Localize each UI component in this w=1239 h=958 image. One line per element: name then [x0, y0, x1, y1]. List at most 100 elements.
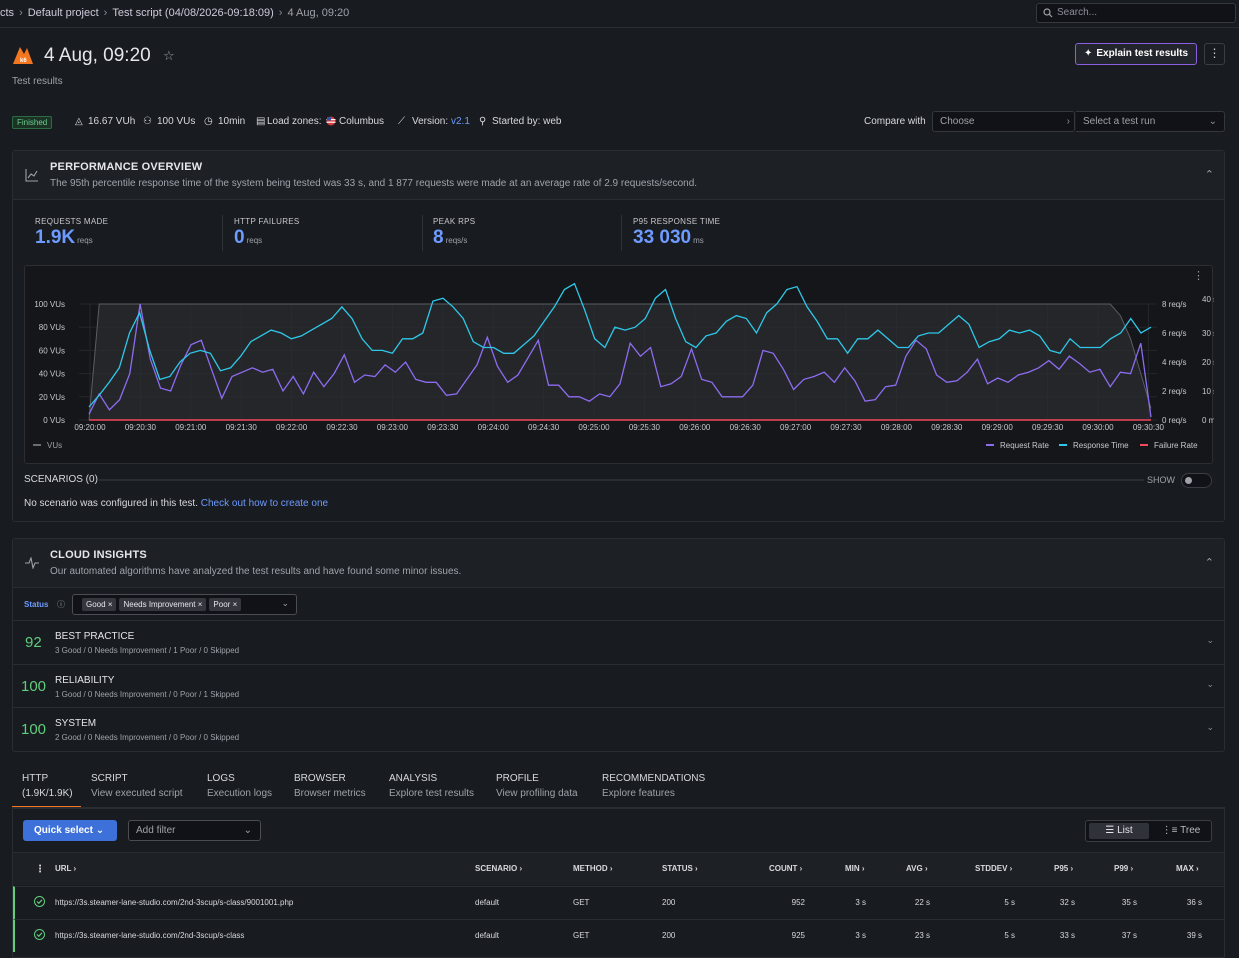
- quick-select-button[interactable]: Quick select ⌄: [23, 820, 117, 841]
- page-title: 4 Aug, 09:20: [44, 45, 151, 66]
- tab-browser[interactable]: BROWSER Browser metrics: [294, 773, 366, 799]
- status-filter-select[interactable]: Good × Needs Improvement × Poor × ⌄: [72, 594, 297, 615]
- column-menu-icon[interactable]: ⋮: [35, 864, 45, 875]
- tab-analysis[interactable]: ANALYSIS Explore test results: [389, 773, 474, 799]
- star-icon[interactable]: ☆: [163, 48, 175, 63]
- cell-scenario: default: [475, 931, 500, 940]
- x-tick-label: 09:25:30: [629, 423, 661, 432]
- cell-min: 3 s: [855, 931, 866, 940]
- stat-unit: reqs/s: [445, 236, 468, 245]
- insight-score: 92: [25, 634, 42, 651]
- chart-menu-icon[interactable]: ⋮: [1193, 270, 1204, 282]
- table-row[interactable]: [13, 919, 1224, 952]
- tab-profile[interactable]: PROFILE View profiling data: [496, 773, 578, 799]
- compare-choose-select[interactable]: Choose ›: [932, 111, 1075, 132]
- column-label: P95: [1054, 864, 1069, 873]
- create-scenario-link[interactable]: Check out how to create one: [200, 498, 329, 509]
- tree-label: Tree: [1180, 825, 1201, 836]
- column-p95[interactable]: P95 ›: [1054, 864, 1074, 873]
- stat-unit: reqs: [246, 236, 263, 245]
- close-icon[interactable]: ×: [232, 600, 238, 609]
- insights-header[interactable]: CLOUD INSIGHTS Our automated algorithms …: [13, 539, 1224, 588]
- x-tick-label: 09:24:00: [478, 423, 510, 432]
- tab-sub: View executed script: [91, 788, 183, 799]
- list-icon: ☰: [1105, 825, 1115, 836]
- pulse-icon: [25, 557, 39, 569]
- chevron-right-icon: ›: [1066, 116, 1070, 127]
- tab-script[interactable]: SCRIPT View executed script: [91, 773, 183, 799]
- sparkle-icon: ✦: [1083, 48, 1093, 59]
- version-link[interactable]: v2.1: [451, 116, 470, 127]
- x-tick-label: 09:25:00: [578, 423, 610, 432]
- more-options-button[interactable]: ⋮: [1204, 43, 1225, 65]
- y-left-tick-label: 20 VUs: [39, 393, 65, 402]
- breadcrumb-item-project[interactable]: Default project: [27, 7, 99, 19]
- column-scenario[interactable]: SCENARIO ›: [475, 864, 523, 873]
- column-p99[interactable]: P99 ›: [1114, 864, 1134, 873]
- started-by: Started by: web: [492, 116, 562, 127]
- insight-row-best-practice[interactable]: 92 BEST PRACTICE 3 Good / 0 Needs Improv…: [13, 620, 1224, 664]
- info-icon[interactable]: ⓘ: [57, 600, 65, 609]
- tab-http[interactable]: HTTP (1.9K/1.9K): [22, 773, 73, 799]
- tab-label: LOGS: [207, 773, 235, 784]
- insight-title: BEST PRACTICE: [55, 631, 135, 642]
- add-filter-select[interactable]: Add filter ⌄: [128, 820, 261, 841]
- insight-detail: 1 Good / 0 Needs Improvement / 0 Poor / …: [55, 690, 240, 699]
- close-icon[interactable]: ×: [197, 600, 203, 609]
- y-left-tick-label: 40 VUs: [39, 370, 65, 379]
- legend-label-failure-rate: Failure Rate: [1154, 441, 1198, 450]
- stat-p95-response: P95 RESPONSE TIME 33 030 ms: [633, 217, 720, 249]
- vuh-value: 16.67 VUh: [88, 116, 136, 127]
- column-count[interactable]: COUNT ›: [769, 864, 803, 873]
- tree-view-button[interactable]: ⋮≡ Tree: [1152, 823, 1210, 839]
- chart-panel: ⋮ 09:20:00 09:20:30 09:21:00 09:21:30 09:22:…: [24, 265, 1214, 464]
- column-url[interactable]: URL ›: [55, 864, 77, 873]
- column-label: MIN: [845, 864, 860, 873]
- k6-logo-icon: k6: [13, 47, 33, 64]
- cell-url[interactable]: https://3s.steamer-lane-studio.com/2nd-3…: [55, 931, 245, 940]
- search-input[interactable]: Search...: [1036, 3, 1236, 23]
- column-stddev[interactable]: STDDEV ›: [975, 864, 1013, 873]
- chevron-down-icon[interactable]: ⌄: [281, 598, 289, 608]
- show-label: SHOW: [1147, 475, 1175, 485]
- show-scenarios-toggle[interactable]: [1181, 473, 1212, 488]
- collapse-icon[interactable]: ⌃: [1204, 169, 1214, 181]
- database-icon: ▤: [256, 116, 266, 127]
- explain-label: Explain test results: [1096, 48, 1189, 59]
- tab-recommendations[interactable]: RECOMMENDATIONS Explore features: [602, 773, 705, 799]
- list-view-button[interactable]: ☰ List: [1089, 823, 1149, 839]
- tree-icon: ⋮≡: [1161, 825, 1178, 836]
- y-left-tick-label: 0 VUs: [43, 416, 65, 425]
- insight-title: SYSTEM: [55, 718, 97, 729]
- compare-run-select[interactable]: Select a test run ⌄: [1076, 111, 1225, 132]
- check-circle-icon: [34, 929, 45, 940]
- tab-label: RECOMMENDATIONS: [602, 773, 706, 784]
- breadcrumb-item-script[interactable]: Test script (04/08/2026-09:18:09): [112, 7, 274, 19]
- user-icon: ⚲: [479, 116, 487, 127]
- column-status[interactable]: STATUS ›: [662, 864, 698, 873]
- table-row[interactable]: [13, 886, 1224, 919]
- column-min[interactable]: MIN ›: [845, 864, 865, 873]
- tab-logs[interactable]: LOGS Execution logs: [207, 773, 272, 799]
- column-max[interactable]: MAX ›: [1176, 864, 1199, 873]
- column-avg[interactable]: AVG ›: [906, 864, 928, 873]
- cell-url[interactable]: https://3s.steamer-lane-studio.com/2nd-3…: [55, 898, 294, 907]
- cell-stddev: 5 s: [1004, 898, 1015, 907]
- cell-p95: 32 s: [1059, 898, 1075, 907]
- insights-title: CLOUD INSIGHTS: [50, 549, 147, 561]
- explain-test-results-button[interactable]: ✦ Explain test results: [1075, 43, 1197, 65]
- performance-title: PERFORMANCE OVERVIEW: [50, 161, 203, 173]
- view-toggle: ☰ List ⋮≡ Tree: [1085, 820, 1212, 842]
- performance-header[interactable]: PERFORMANCE OVERVIEW The 95th percentile…: [13, 151, 1224, 200]
- y-right-rps-tick-label: 6 req/s: [1162, 329, 1186, 338]
- collapse-icon[interactable]: ⌃: [1204, 557, 1214, 569]
- performance-chart: 09:20:00 09:20:30 09:21:00 09:21:30 09:22:00…: [33, 282, 1214, 450]
- insight-row-system[interactable]: 100 SYSTEM 2 Good / 0 Needs Improvement …: [13, 707, 1224, 751]
- close-icon[interactable]: ×: [107, 600, 113, 609]
- y-right-rps-tick-label: 4 req/s: [1162, 358, 1186, 367]
- column-method[interactable]: METHOD ›: [573, 864, 613, 873]
- breadcrumb-item-projects[interactable]: cts: [0, 7, 15, 19]
- stat-value: 0: [234, 227, 245, 248]
- performance-summary: The 95th percentile response time of the…: [50, 178, 698, 189]
- insight-row-reliability[interactable]: 100 RELIABILITY 1 Good / 0 Needs Improve…: [13, 664, 1224, 708]
